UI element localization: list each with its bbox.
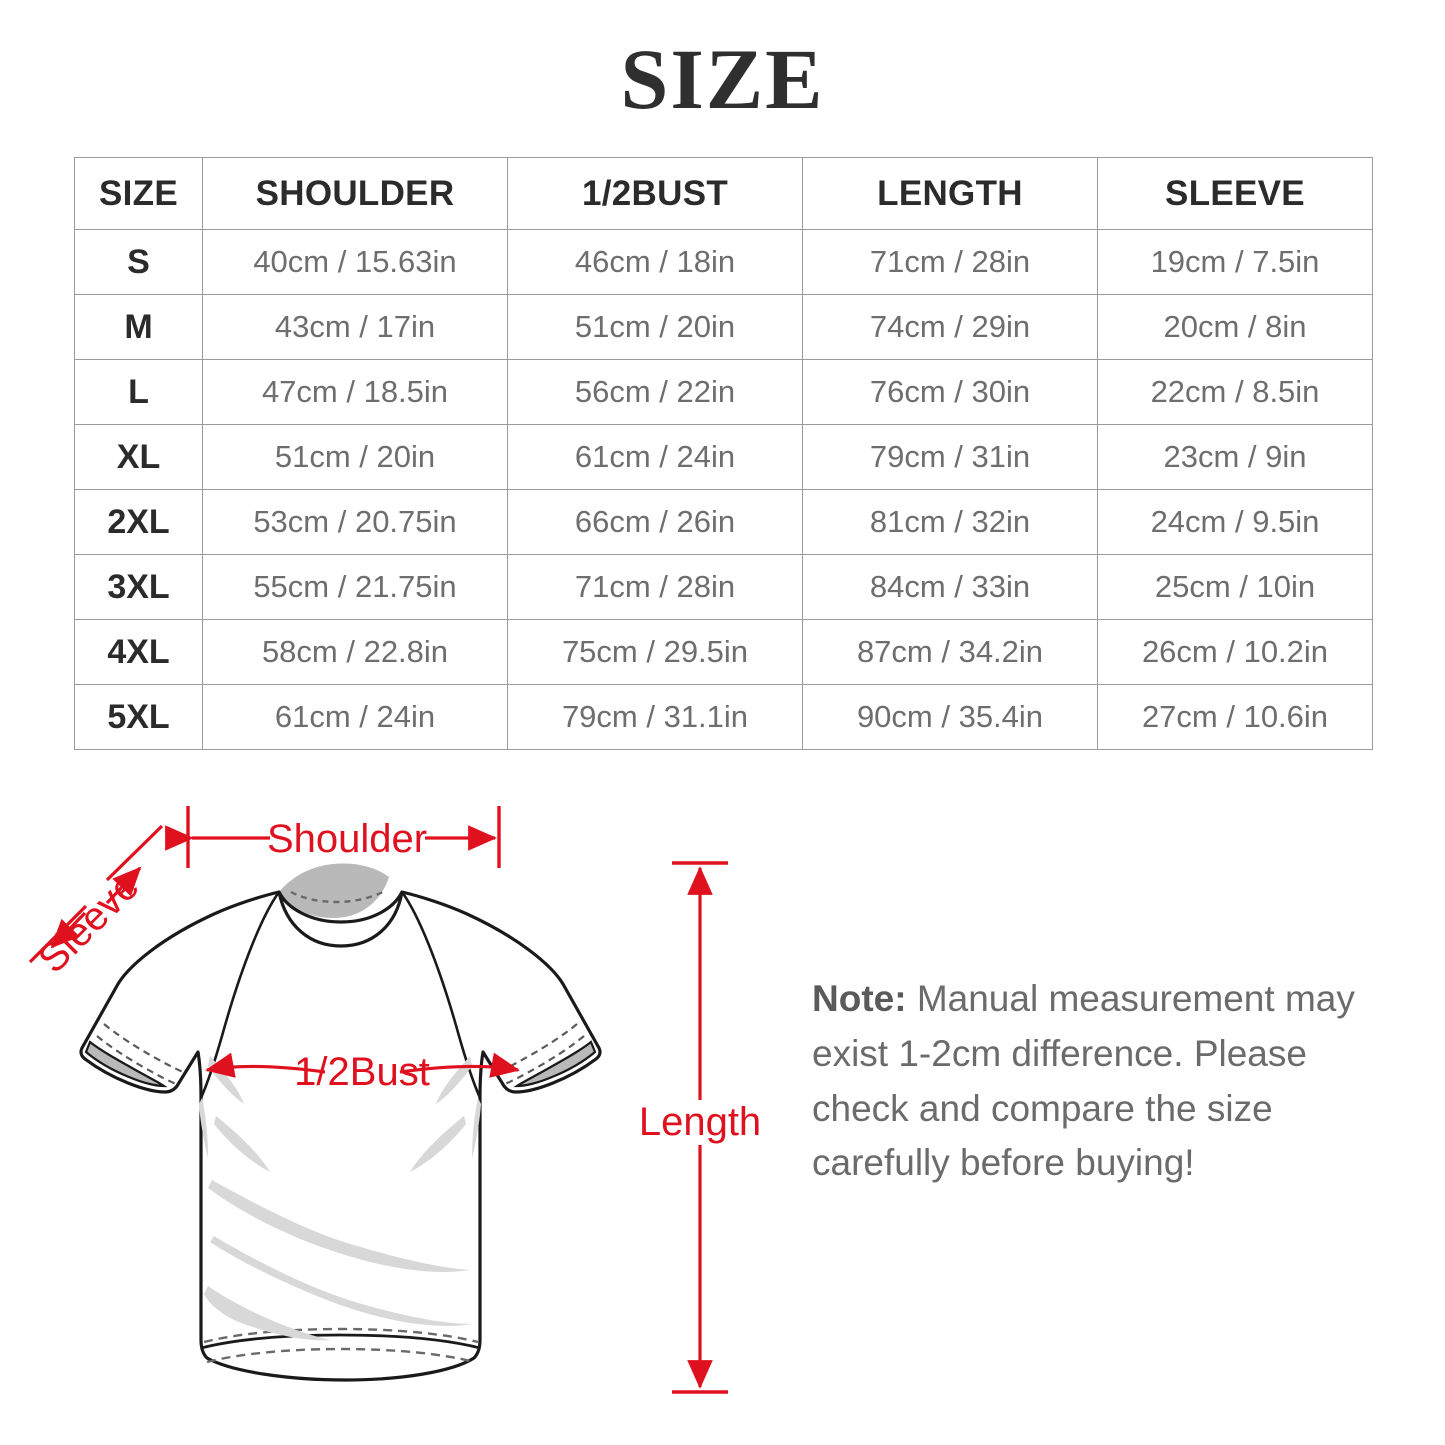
cell-sleeve: 27cm / 10.6in	[1097, 684, 1373, 750]
hem-stitch-lower	[206, 1347, 475, 1364]
cell-length: 76cm / 30in	[802, 359, 1098, 425]
tshirt-illustration	[79, 863, 602, 1382]
cell-length: 74cm / 29in	[802, 294, 1098, 360]
bust-arrow-right	[399, 1052, 520, 1078]
cell-sleeve: 26cm / 10.2in	[1097, 619, 1373, 685]
cell-size: M	[74, 294, 203, 360]
cell-size: 3XL	[74, 554, 203, 620]
cell-length: 84cm / 33in	[802, 554, 1098, 620]
cell-shoulder: 40cm / 15.63in	[202, 229, 508, 295]
cell-length: 81cm / 32in	[802, 489, 1098, 555]
cell-length: 90cm / 35.4in	[802, 684, 1098, 750]
cell-bust: 75cm / 29.5in	[507, 619, 803, 685]
cell-size: L	[74, 359, 203, 425]
cell-sleeve: 22cm / 8.5in	[1097, 359, 1373, 425]
cuff-right-inner	[513, 1040, 597, 1088]
cell-bust: 51cm / 20in	[507, 294, 803, 360]
size-table: SIZE SHOULDER 1/2BUST LENGTH SLEEVE S 40…	[74, 157, 1373, 750]
table-row: L 47cm / 18.5in 56cm / 22in 76cm / 30in …	[74, 359, 1373, 425]
note-text: Manual measurement may exist 1-2cm diffe…	[812, 978, 1355, 1184]
column-header-size: SIZE	[74, 157, 203, 230]
cell-shoulder: 43cm / 17in	[202, 294, 508, 360]
cell-size: XL	[74, 424, 203, 490]
cell-sleeve: 25cm / 10in	[1097, 554, 1373, 620]
cell-sleeve: 23cm / 9in	[1097, 424, 1373, 490]
shoulder-label: Shoulder	[267, 817, 427, 861]
hem-stitch-upper	[203, 1327, 479, 1344]
shoulder-seam-right	[400, 891, 482, 1099]
cell-bust: 56cm / 22in	[507, 359, 803, 425]
cell-length: 71cm / 28in	[802, 229, 1098, 295]
cell-shoulder: 47cm / 18.5in	[202, 359, 508, 425]
cell-shoulder: 61cm / 24in	[202, 684, 508, 750]
cell-bust: 79cm / 31.1in	[507, 684, 803, 750]
column-header-length: LENGTH	[802, 157, 1098, 230]
cell-length: 87cm / 34.2in	[802, 619, 1098, 685]
cell-sleeve: 24cm / 9.5in	[1097, 489, 1373, 555]
cell-shoulder: 58cm / 22.8in	[202, 619, 508, 685]
note-label: Note:	[812, 978, 907, 1019]
table-row: 2XL 53cm / 20.75in 66cm / 26in 81cm / 32…	[74, 489, 1373, 555]
bust-label: 1/2Bust	[294, 1050, 430, 1094]
sleeve-label: Sleeve	[30, 864, 148, 982]
cell-shoulder: 55cm / 21.75in	[202, 554, 508, 620]
cell-length: 79cm / 31in	[802, 424, 1098, 490]
shoulder-annotation: Shoulder	[165, 806, 501, 868]
cell-size: 5XL	[74, 684, 203, 750]
column-header-shoulder: SHOULDER	[202, 157, 508, 230]
table-row: XL 51cm / 20in 61cm / 24in 79cm / 31in 2…	[74, 424, 1373, 490]
cell-size: 2XL	[74, 489, 203, 555]
column-header-sleeve: SLEEVE	[1097, 157, 1373, 230]
cell-shoulder: 53cm / 20.75in	[202, 489, 508, 555]
measurement-note: Note: Manual measurement may exist 1-2cm…	[812, 972, 1382, 1191]
table-row: 3XL 55cm / 21.75in 71cm / 28in 84cm / 33…	[74, 554, 1373, 620]
sleeve-arrow-up	[105, 866, 142, 905]
cuff-left-stitch-2	[96, 1035, 177, 1086]
page-title: SIZE	[620, 31, 825, 127]
fabric-shading	[199, 1056, 481, 1341]
cell-bust: 46cm / 18in	[507, 229, 803, 295]
cell-bust: 61cm / 24in	[507, 424, 803, 490]
tshirt-measurement-diagram: Shoulder Sleeve 1/2Bust	[0, 780, 790, 1420]
hem-edge	[200, 1333, 481, 1350]
shoulder-seam-left	[199, 891, 281, 1099]
cell-size: S	[74, 229, 203, 295]
table-row: 4XL 58cm / 22.8in 75cm / 29.5in 87cm / 3…	[74, 619, 1373, 685]
cell-sleeve: 20cm / 8in	[1097, 294, 1373, 360]
tshirt-outline	[79, 890, 602, 1382]
table-row: S 40cm / 15.63in 46cm / 18in 71cm / 28in…	[74, 229, 1373, 295]
cell-bust: 71cm / 28in	[507, 554, 803, 620]
collar-band	[277, 891, 404, 948]
table-header-row: SIZE SHOULDER 1/2BUST LENGTH SLEEVE	[74, 157, 1373, 230]
cuff-right-stitch-2	[504, 1035, 585, 1086]
cuff-left-stitch-1	[103, 1023, 184, 1074]
table-row: M 43cm / 17in 51cm / 20in 74cm / 29in 20…	[74, 294, 1373, 360]
cell-bust: 66cm / 26in	[507, 489, 803, 555]
collar-inner-shape	[279, 863, 389, 918]
bust-annotation: 1/2Bust	[205, 1050, 520, 1094]
length-annotation: Length	[639, 861, 761, 1394]
length-label: Length	[639, 1100, 761, 1144]
collar-stitch-dashed	[290, 889, 386, 904]
cell-sleeve: 19cm / 7.5in	[1097, 229, 1373, 295]
cell-size: 4XL	[74, 619, 203, 685]
cuff-left-inner	[84, 1040, 168, 1088]
table-row: 5XL 61cm / 24in 79cm / 31.1in 90cm / 35.…	[74, 684, 1373, 750]
bust-arrow-left	[205, 1052, 326, 1078]
cell-shoulder: 51cm / 20in	[202, 424, 508, 490]
column-header-bust: 1/2BUST	[507, 157, 803, 230]
sleeve-arrow-down	[50, 911, 87, 949]
